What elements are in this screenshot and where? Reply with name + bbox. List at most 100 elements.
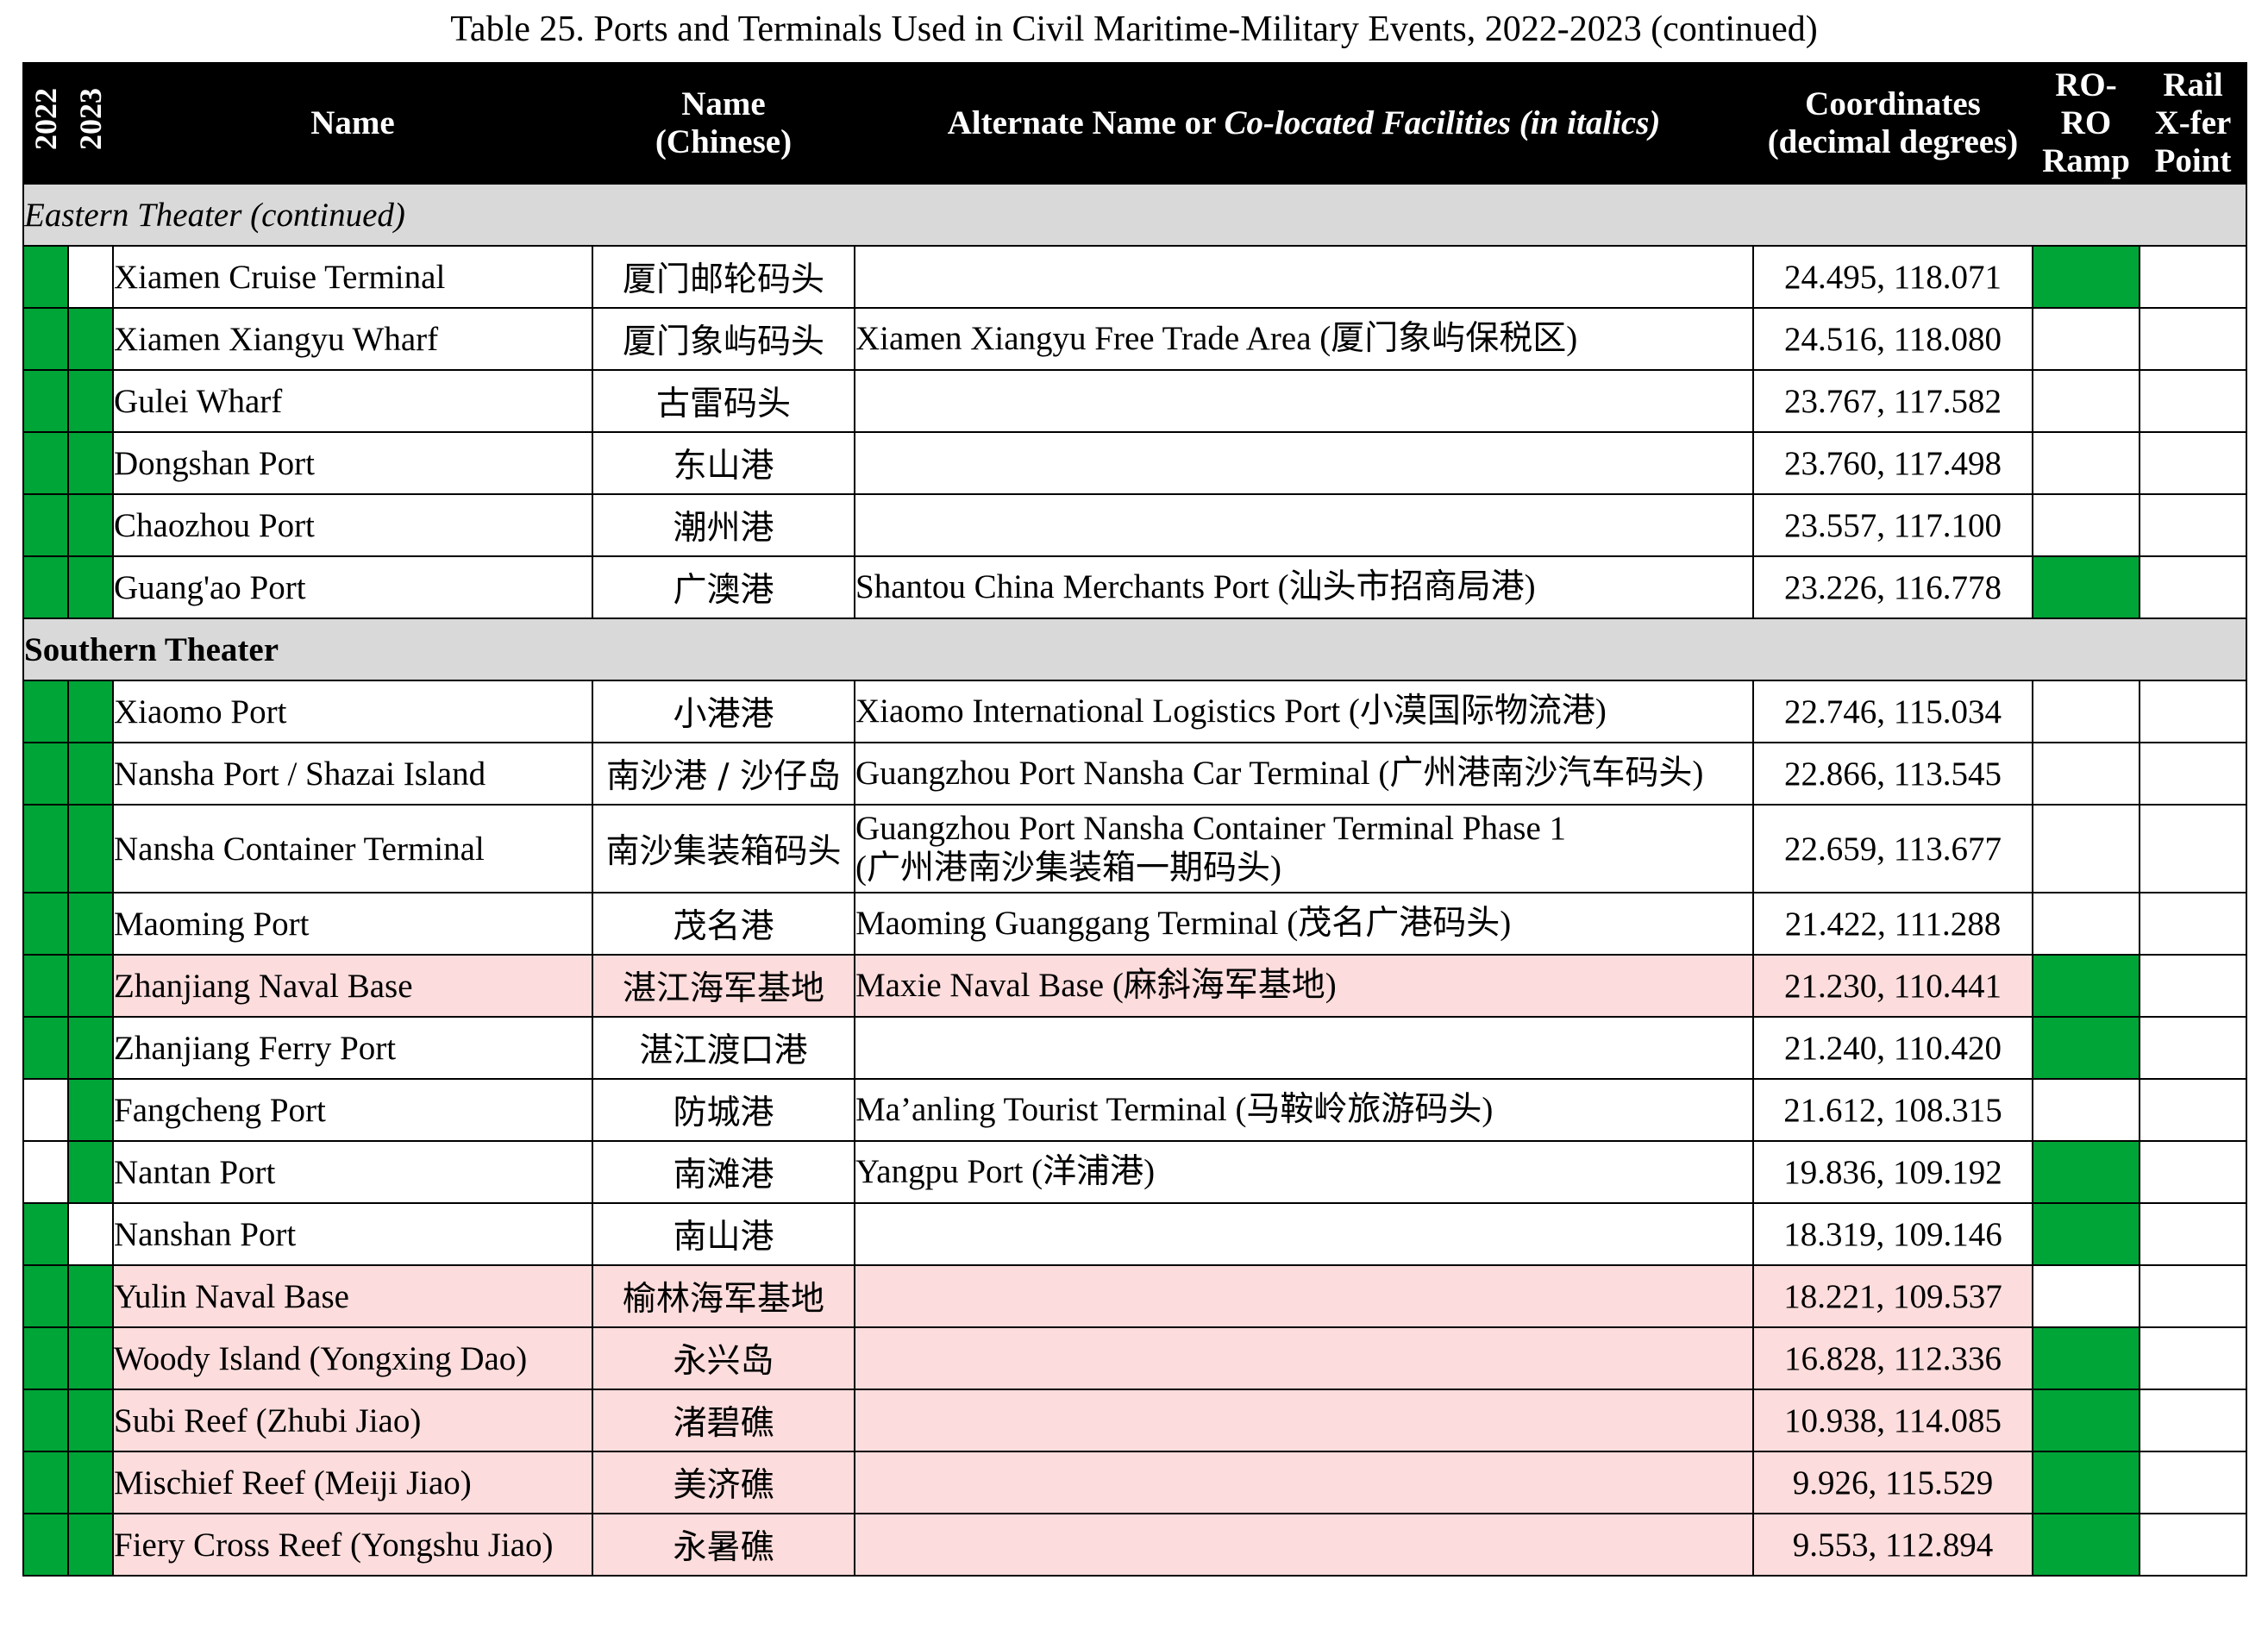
rail-transfer-marker (2139, 954, 2247, 1018)
header-alternate-name: Alternate Name or Co-located Facilities … (854, 62, 1754, 185)
port-name-chinese: 厦门象屿码头 (592, 307, 855, 371)
rail-transfer-marker (2139, 555, 2247, 619)
alternate-name-line: Maxie Naval Base (麻斜海军基地) (855, 967, 1337, 1004)
year-2023-marker (67, 555, 114, 619)
table-body: Eastern Theater (continued) Xiamen Cruise… (22, 183, 2247, 1577)
year-2023-marker (67, 742, 114, 806)
roro-ramp-marker (2032, 1451, 2140, 1514)
port-name-chinese: 湛江渡口港 (592, 1016, 855, 1080)
table-row: Xiamen Xiangyu Wharf 厦门象屿码头 Xiamen Xiangyu… (22, 307, 2247, 371)
coordinates: 22.866, 113.545 (1752, 742, 2033, 806)
coordinates: 22.659, 113.677 (1752, 804, 2033, 893)
table-row: Gulei Wharf 古雷码头 23.767, 117.582 (22, 369, 2247, 433)
table-row: Chaozhou Port 潮州港 23.557, 117.100 (22, 493, 2247, 557)
coordinates: 23.760, 117.498 (1752, 431, 2033, 495)
roro-ramp-marker (2032, 742, 2140, 806)
port-name: Fiery Cross Reef (Yongshu Jiao) (112, 1513, 593, 1577)
alternate-name: Shantou China Merchants Port (汕头市招商局港) (854, 555, 1754, 619)
port-name: Chaozhou Port (112, 493, 593, 557)
year-2022-marker (22, 892, 69, 956)
alternate-name: Maoming Guanggang Terminal (茂名广港码头) (854, 892, 1754, 956)
year-2023-marker (67, 1513, 114, 1577)
port-name-chinese: 防城港 (592, 1078, 855, 1142)
year-2022-marker (22, 307, 69, 371)
alternate-name (854, 1513, 1754, 1577)
header-row: 2022 2023 Name Name (Chinese) Alternate … (22, 62, 2247, 185)
port-name: Nansha Port / Shazai Island (112, 742, 593, 806)
year-2023-marker (67, 431, 114, 495)
rail-transfer-marker (2139, 1202, 2247, 1266)
coordinates: 19.836, 109.192 (1752, 1140, 2033, 1204)
header-name: Name (112, 62, 593, 185)
table-row: Nansha Port / Shazai Island 南沙港 / 沙仔岛 Guan… (22, 742, 2247, 806)
roro-ramp-marker (2032, 954, 2140, 1018)
year-2022-marker (22, 1513, 69, 1577)
year-2023-marker (67, 493, 114, 557)
table-row: Xiamen Cruise Terminal 厦门邮轮码头 24.495, 118.… (22, 245, 2247, 309)
roro-ramp-marker (2032, 1078, 2140, 1142)
alternate-name (854, 1016, 1754, 1080)
year-2023-marker (67, 1202, 114, 1266)
alternate-name (854, 1202, 1754, 1266)
rail-transfer-marker (2139, 1451, 2247, 1514)
port-name-chinese: 古雷码头 (592, 369, 855, 433)
port-name-chinese: 永兴岛 (592, 1326, 855, 1390)
roro-ramp-marker (2032, 307, 2140, 371)
alternate-name: Maxie Naval Base (麻斜海军基地) (854, 954, 1754, 1018)
year-2023-marker (67, 804, 114, 893)
roro-ramp-marker (2032, 369, 2140, 433)
rail-transfer-marker (2139, 680, 2247, 743)
year-2022-marker (22, 1140, 69, 1204)
port-name: Dongshan Port (112, 431, 593, 495)
theater-label: Southern Theater (22, 618, 2247, 681)
table-row: Nansha Container Terminal 南沙集装箱码头 Guangzho… (22, 804, 2247, 893)
port-name-chinese: 渚碧礁 (592, 1389, 855, 1452)
coordinates: 18.221, 109.537 (1752, 1264, 2033, 1328)
ports-table: 2022 2023 Name Name (Chinese) Alternate … (22, 62, 2247, 1577)
table-row: Zhanjiang Naval Base 湛江海军基地 Maxie Naval Ba… (22, 954, 2247, 1018)
coordinates: 23.226, 116.778 (1752, 555, 2033, 619)
coordinates: 10.938, 114.085 (1752, 1389, 2033, 1452)
year-2023-marker (67, 369, 114, 433)
roro-ramp-marker (2032, 493, 2140, 557)
header-coordinates: Coordinates (decimal degrees) (1752, 62, 2033, 185)
table-row: Nantan Port 南滩港 Yangpu Port (洋浦港) 19.836, 1… (22, 1140, 2247, 1204)
year-2022-marker (22, 1264, 69, 1328)
alternate-name: Ma’anling Tourist Terminal (马鞍岭旅游码头) (854, 1078, 1754, 1142)
header-year-2023: 2023 (67, 62, 114, 185)
year-2023-marker (67, 245, 114, 309)
table-row: Zhanjiang Ferry Port 湛江渡口港 21.240, 110.420 (22, 1016, 2247, 1080)
port-name: Xiamen Cruise Terminal (112, 245, 593, 309)
year-2023-marker (67, 1389, 114, 1452)
table-row: Maoming Port 茂名港 Maoming Guanggang Termina… (22, 892, 2247, 956)
table-row: Subi Reef (Zhubi Jiao) 渚碧礁 10.938, 114.085 (22, 1389, 2247, 1452)
table-title: Table 25. Ports and Terminals Used in Ci… (450, 9, 1818, 49)
port-name-chinese: 东山港 (592, 431, 855, 495)
header-roro-ramp: RO-RO Ramp (2032, 62, 2140, 185)
port-name-chinese: 南山港 (592, 1202, 855, 1266)
alternate-name (854, 493, 1754, 557)
port-name: Zhanjiang Naval Base (112, 954, 593, 1018)
table-row: Xiaomo Port 小港港 Xiaomo International Logis… (22, 680, 2247, 743)
port-name-chinese: 美济礁 (592, 1451, 855, 1514)
year-2023-marker (67, 1016, 114, 1080)
coordinates: 23.557, 117.100 (1752, 493, 2033, 557)
port-name: Yulin Naval Base (112, 1264, 593, 1328)
port-name-chinese: 南沙集装箱码头 (592, 804, 855, 893)
roro-ramp-marker (2032, 680, 2140, 743)
year-2022-marker (22, 1451, 69, 1514)
port-name: Xiamen Xiangyu Wharf (112, 307, 593, 371)
theater-section-row: Southern Theater (22, 618, 2247, 681)
alternate-name-line: Ma’anling Tourist Terminal (马鞍岭旅游码头) (855, 1091, 1494, 1128)
port-name: Nanshan Port (112, 1202, 593, 1266)
roro-ramp-marker (2032, 1326, 2140, 1390)
alternate-name: Xiamen Xiangyu Free Trade Area (厦门象屿保税区) (854, 307, 1754, 371)
port-name-chinese: 厦门邮轮码头 (592, 245, 855, 309)
port-name: Xiaomo Port (112, 680, 593, 743)
year-2022-marker (22, 742, 69, 806)
alternate-name-line: Maoming Guanggang Terminal (茂名广港码头) (855, 905, 1512, 942)
table-row: Mischief Reef (Meiji Jiao) 美济礁 9.926, 115.… (22, 1451, 2247, 1514)
header-year-2022: 2022 (22, 62, 69, 185)
port-name: Woody Island (Yongxing Dao) (112, 1326, 593, 1390)
rail-transfer-marker (2139, 742, 2247, 806)
